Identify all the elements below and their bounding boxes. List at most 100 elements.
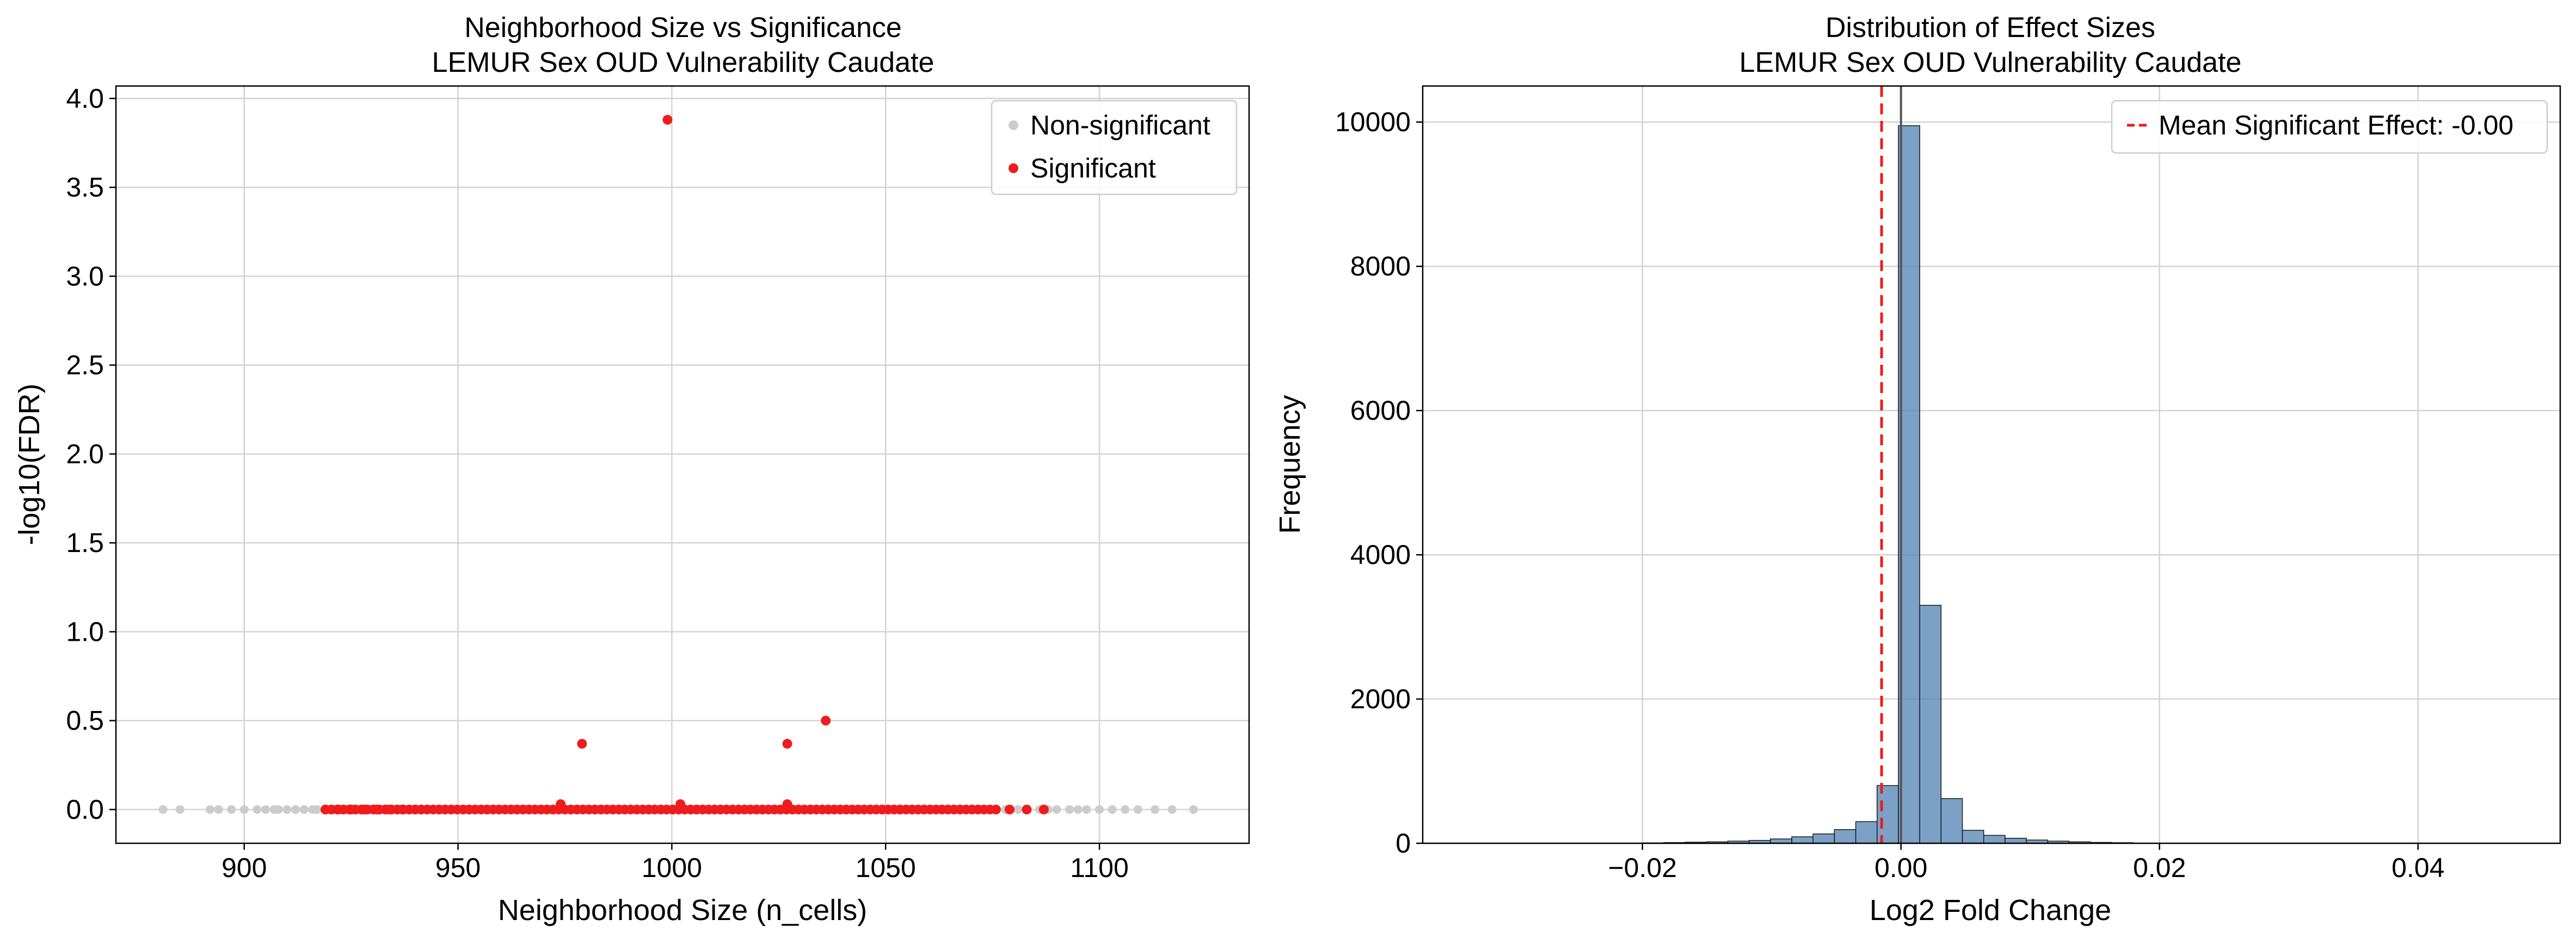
histogram-bar	[1962, 830, 1984, 844]
point-significant	[1038, 804, 1049, 814]
histogram-bar	[1919, 605, 1942, 844]
point-significant	[1005, 804, 1015, 814]
point-significant	[662, 115, 673, 125]
y-tick-label: 4.0	[66, 83, 104, 114]
y-tick-label: 1.0	[66, 616, 104, 647]
legend-marker-significant	[1009, 163, 1018, 173]
histogram-title-line2: LEMUR Sex OUD Vulnerability Caudate	[1739, 47, 2242, 78]
scatter-plot-frame	[115, 85, 1250, 844]
histogram-plot-frame	[1422, 85, 2561, 844]
histogram-bar	[1812, 833, 1835, 844]
histogram-bar	[1940, 798, 1963, 844]
point-non-significant	[214, 805, 223, 814]
legend-marker-non-significant	[1009, 120, 1018, 130]
legend-label-mean-effect: Mean Significant Effect: -0.00	[2159, 110, 2513, 140]
point-significant	[410, 804, 420, 814]
y-tick-label: 3.5	[66, 172, 104, 203]
point-non-significant	[291, 805, 300, 814]
histogram-bar	[1877, 785, 1899, 844]
histogram-bar	[1834, 829, 1856, 844]
point-significant	[320, 804, 330, 814]
point-significant	[991, 804, 1001, 814]
histogram-bars	[1642, 125, 2134, 844]
scatter-grid	[116, 86, 1249, 843]
x-tick-label: 1050	[856, 853, 916, 883]
histogram-bar	[2005, 837, 2027, 844]
y-tick-label: 4000	[1350, 540, 1411, 570]
point-significant	[577, 739, 587, 749]
point-significant	[372, 804, 382, 814]
y-tick-label: 10000	[1335, 107, 1411, 137]
point-non-significant	[239, 805, 249, 814]
point-non-significant	[227, 805, 236, 814]
point-non-significant	[274, 805, 283, 814]
histogram-y-ticks: 0 2000 4000 6000 8000 10000	[1335, 107, 1423, 859]
x-tick-label: −0.02	[1608, 853, 1677, 883]
scatter-title-line2: LEMUR Sex OUD Vulnerability Caudate	[432, 47, 935, 78]
point-non-significant	[312, 805, 322, 814]
histogram-legend: Mean Significant Effect: -0.00	[2111, 100, 2548, 154]
x-tick-label: 0.02	[2133, 853, 2186, 883]
scatter-x-axis-label: Neighborhood Size (n_cells)	[498, 894, 867, 927]
scatter-y-ticks: 0.0 0.5 1.0 1.5 2.0 2.5 3.0 3.5 4.0	[66, 83, 116, 825]
histogram-x-axis-label: Log2 Fold Change	[1870, 894, 2111, 927]
x-tick-label: 0.00	[1874, 853, 1927, 883]
x-tick-label: 0.04	[2391, 853, 2444, 883]
point-significant	[359, 804, 369, 814]
x-tick-label: 900	[222, 853, 267, 883]
point-non-significant	[282, 805, 292, 814]
y-tick-label: 8000	[1350, 251, 1411, 281]
y-tick-label: 6000	[1350, 395, 1411, 426]
y-tick-label: 0	[1395, 828, 1411, 859]
point-non-significant	[1095, 805, 1104, 814]
point-non-significant	[299, 805, 309, 814]
point-non-significant	[158, 805, 168, 814]
scatter-title-line1: Neighborhood Size vs Significance	[464, 12, 902, 44]
point-significant	[675, 799, 686, 810]
point-non-significant	[1052, 805, 1061, 814]
point-non-significant	[253, 805, 262, 814]
histogram-title-line1: Distribution of Effect Sizes	[1825, 12, 2155, 44]
point-significant	[333, 804, 343, 814]
histogram-grid	[1423, 86, 2560, 844]
point-non-significant	[1133, 805, 1142, 814]
scatter-legend: Non-significant Significant	[991, 100, 1238, 195]
point-significant	[782, 739, 792, 749]
point-non-significant	[261, 805, 270, 814]
point-non-significant	[1167, 805, 1177, 814]
point-significant	[346, 804, 356, 814]
y-tick-label: 0.0	[66, 794, 104, 825]
point-significant	[782, 799, 792, 810]
histogram-bar	[1983, 835, 2006, 844]
point-non-significant	[1082, 805, 1091, 814]
point-non-significant	[1151, 805, 1160, 814]
histogram-panel: Distribution of Effect Sizes LEMUR Sex O…	[1274, 12, 2561, 927]
histogram-legend-box	[2111, 100, 2548, 154]
scatter-legend-box	[991, 100, 1238, 195]
histogram-reference-lines	[1880, 86, 1902, 843]
point-significant	[384, 804, 395, 814]
point-non-significant	[1073, 805, 1083, 814]
y-tick-label: 1.5	[66, 528, 104, 558]
point-non-significant	[1121, 805, 1130, 814]
histogram-bar	[1855, 821, 1878, 844]
point-non-significant	[1108, 805, 1117, 814]
point-significant	[397, 804, 408, 814]
histogram-bar	[1791, 836, 1813, 844]
point-non-significant	[175, 805, 185, 814]
histogram-x-ticks: −0.02 0.00 0.02 0.04	[1608, 843, 2444, 883]
y-tick-label: 0.5	[66, 706, 104, 736]
point-significant	[556, 799, 566, 810]
scatter-panel: Neighborhood Size vs Significance LEMUR …	[13, 12, 1250, 927]
scatter-x-ticks: 900 950 1000 1050 1100	[222, 843, 1129, 883]
legend-label-non-significant: Non-significant	[1030, 110, 1210, 140]
y-tick-label: 2000	[1350, 684, 1411, 714]
scatter-points	[158, 115, 1198, 814]
y-tick-label: 2.0	[66, 439, 104, 469]
x-tick-label: 950	[435, 853, 481, 883]
y-tick-label: 2.5	[66, 350, 104, 381]
point-significant	[1022, 804, 1032, 814]
point-non-significant	[1013, 805, 1023, 814]
point-non-significant	[1189, 805, 1198, 814]
